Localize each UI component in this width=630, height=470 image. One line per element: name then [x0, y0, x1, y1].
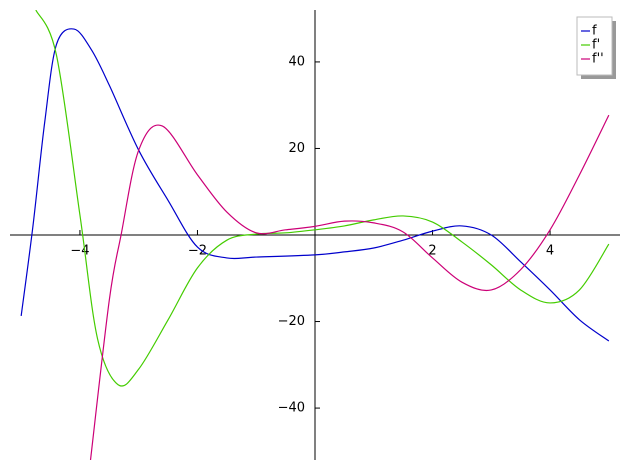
legend-box	[576, 16, 613, 76]
series-line	[20, 28, 610, 342]
y-tick-label: −20	[278, 314, 305, 329]
plot-area	[20, 10, 610, 460]
series-line	[35, 10, 610, 387]
x-tick-label: −4	[70, 244, 89, 259]
y-tick-label: 40	[288, 54, 305, 69]
x-tick-label: 4	[546, 244, 554, 259]
legend-label: f''	[592, 52, 604, 67]
series-line	[89, 114, 610, 460]
legend-label: f'	[592, 38, 600, 53]
x-tick-label: −2	[188, 244, 207, 259]
y-tick-label: 20	[288, 141, 305, 156]
y-tick-label: −40	[278, 401, 305, 416]
legend-label: f	[592, 24, 597, 39]
x-tick-label: 2	[428, 244, 436, 259]
